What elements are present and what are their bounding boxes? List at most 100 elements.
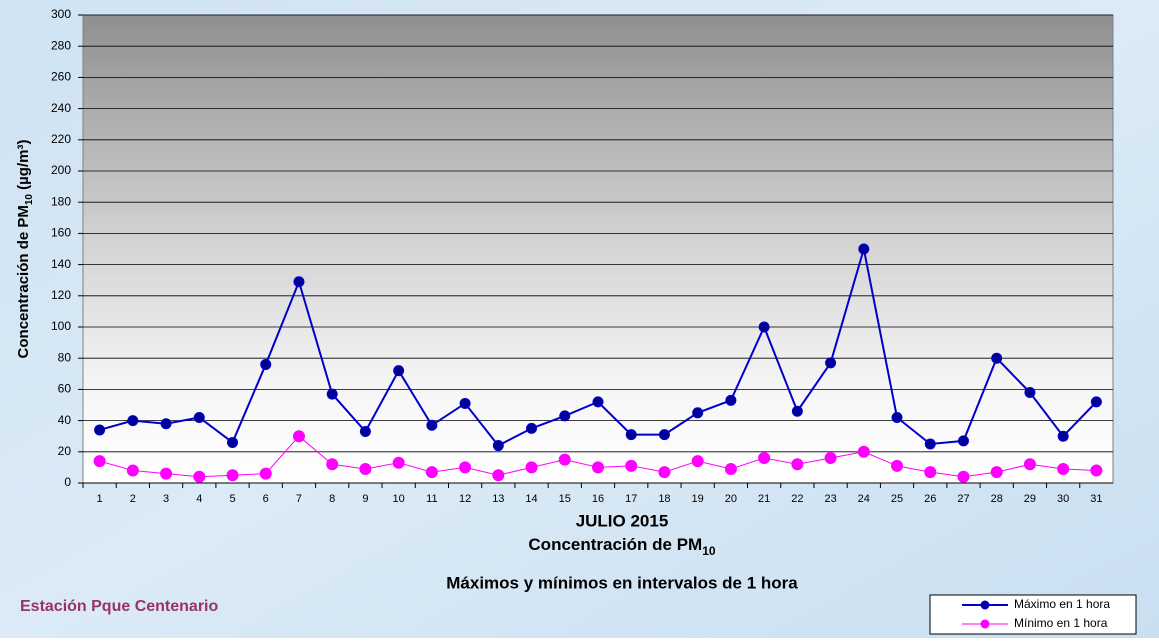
x-tick-label: 17 [625,493,637,505]
point [626,460,637,471]
x-tick-label: 31 [1090,493,1102,505]
y-tick-label: 260 [51,70,71,84]
point [792,459,803,470]
point [493,470,504,481]
point [493,441,503,451]
x-tick-label: 10 [393,493,405,505]
point [460,398,470,408]
point [725,463,736,474]
point [991,467,1002,478]
plot-area [83,15,1113,483]
point [1091,465,1102,476]
x-tick-label: 4 [196,493,202,505]
title-sub: 10 [702,544,716,558]
x-tick-label: 28 [991,493,1003,505]
point [593,397,603,407]
point [1025,388,1035,398]
y-tick-label: 180 [51,194,71,208]
y-tick-label: 80 [58,350,72,364]
point [726,395,736,405]
x-tick-label: 18 [658,493,670,505]
x-tick-label: 29 [1024,493,1036,505]
point [826,358,836,368]
point [560,411,570,421]
point [692,456,703,467]
point [227,470,238,481]
point [859,244,869,254]
y-tick-label: 140 [51,257,71,271]
point [360,427,370,437]
point [128,416,138,426]
point [892,412,902,422]
legend-marker [981,601,989,609]
x-tick-label: 7 [296,493,302,505]
y-tick-label: 100 [51,319,71,333]
x-tick-label: 8 [329,493,335,505]
title-text: Concentración de PM [528,535,702,554]
point [659,467,670,478]
point [161,419,171,429]
y-tick-label: 240 [51,101,71,115]
y-tick-label: 20 [58,444,72,458]
point [294,277,304,287]
legend-label: Máximo en 1 hora [1014,597,1110,611]
chart-title: JULIO 2015 [576,511,669,530]
x-tick-label: 26 [924,493,936,505]
point [925,439,935,449]
x-tick-label: 13 [492,493,504,505]
x-tick-label: 30 [1057,493,1069,505]
y-tick-label: 300 [51,7,71,21]
x-tick-label: 16 [592,493,604,505]
point [958,436,968,446]
point [792,406,802,416]
point [593,462,604,473]
y-tick-label: 60 [58,382,72,396]
point [427,420,437,430]
point [261,359,271,369]
x-tick-label: 25 [891,493,903,505]
point [293,431,304,442]
x-tick-label: 20 [725,493,737,505]
point [194,412,204,422]
point [992,353,1002,363]
point [526,462,537,473]
point [327,459,338,470]
point [892,460,903,471]
point [626,430,636,440]
x-tick-label: 19 [692,493,704,505]
point [1058,463,1069,474]
chart-title: Máximos y mínimos en intervalos de 1 hor… [446,573,798,592]
x-tick-label: 14 [525,493,537,505]
y-tick-label: 280 [51,38,71,52]
y-tick-label: 160 [51,226,71,240]
point [1091,397,1101,407]
point [858,446,869,457]
point [127,465,138,476]
x-tick-label: 23 [824,493,836,505]
y-tick-label: 40 [58,413,72,427]
x-tick-label: 1 [97,493,103,505]
station-label: Estación Pque Centenario [20,598,218,615]
x-tick-label: 12 [459,493,471,505]
y-label-suffix: (µg/m³) [15,140,32,194]
point [394,366,404,376]
point [1058,431,1068,441]
x-tick-label: 3 [163,493,169,505]
point [426,467,437,478]
x-tick-label: 21 [758,493,770,505]
x-tick-label: 11 [426,493,437,505]
point [659,430,669,440]
point [958,471,969,482]
point [161,468,172,479]
point [194,471,205,482]
point [825,453,836,464]
point [94,456,105,467]
x-tick-label: 9 [362,493,368,505]
y-axis-label: Concentración de PM10 (µg/m³) [15,140,35,359]
y-label-sub: 10 [24,194,35,206]
point [228,437,238,447]
x-tick-label: 24 [858,493,870,505]
x-tick-label: 22 [791,493,803,505]
legend-label: Mínimo en 1 hora [1014,616,1108,630]
point [759,453,770,464]
